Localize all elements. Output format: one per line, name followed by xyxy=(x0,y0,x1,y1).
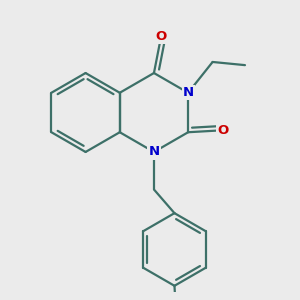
Text: O: O xyxy=(155,30,167,43)
Text: N: N xyxy=(148,146,160,158)
Text: O: O xyxy=(217,124,229,137)
Text: N: N xyxy=(183,86,194,99)
